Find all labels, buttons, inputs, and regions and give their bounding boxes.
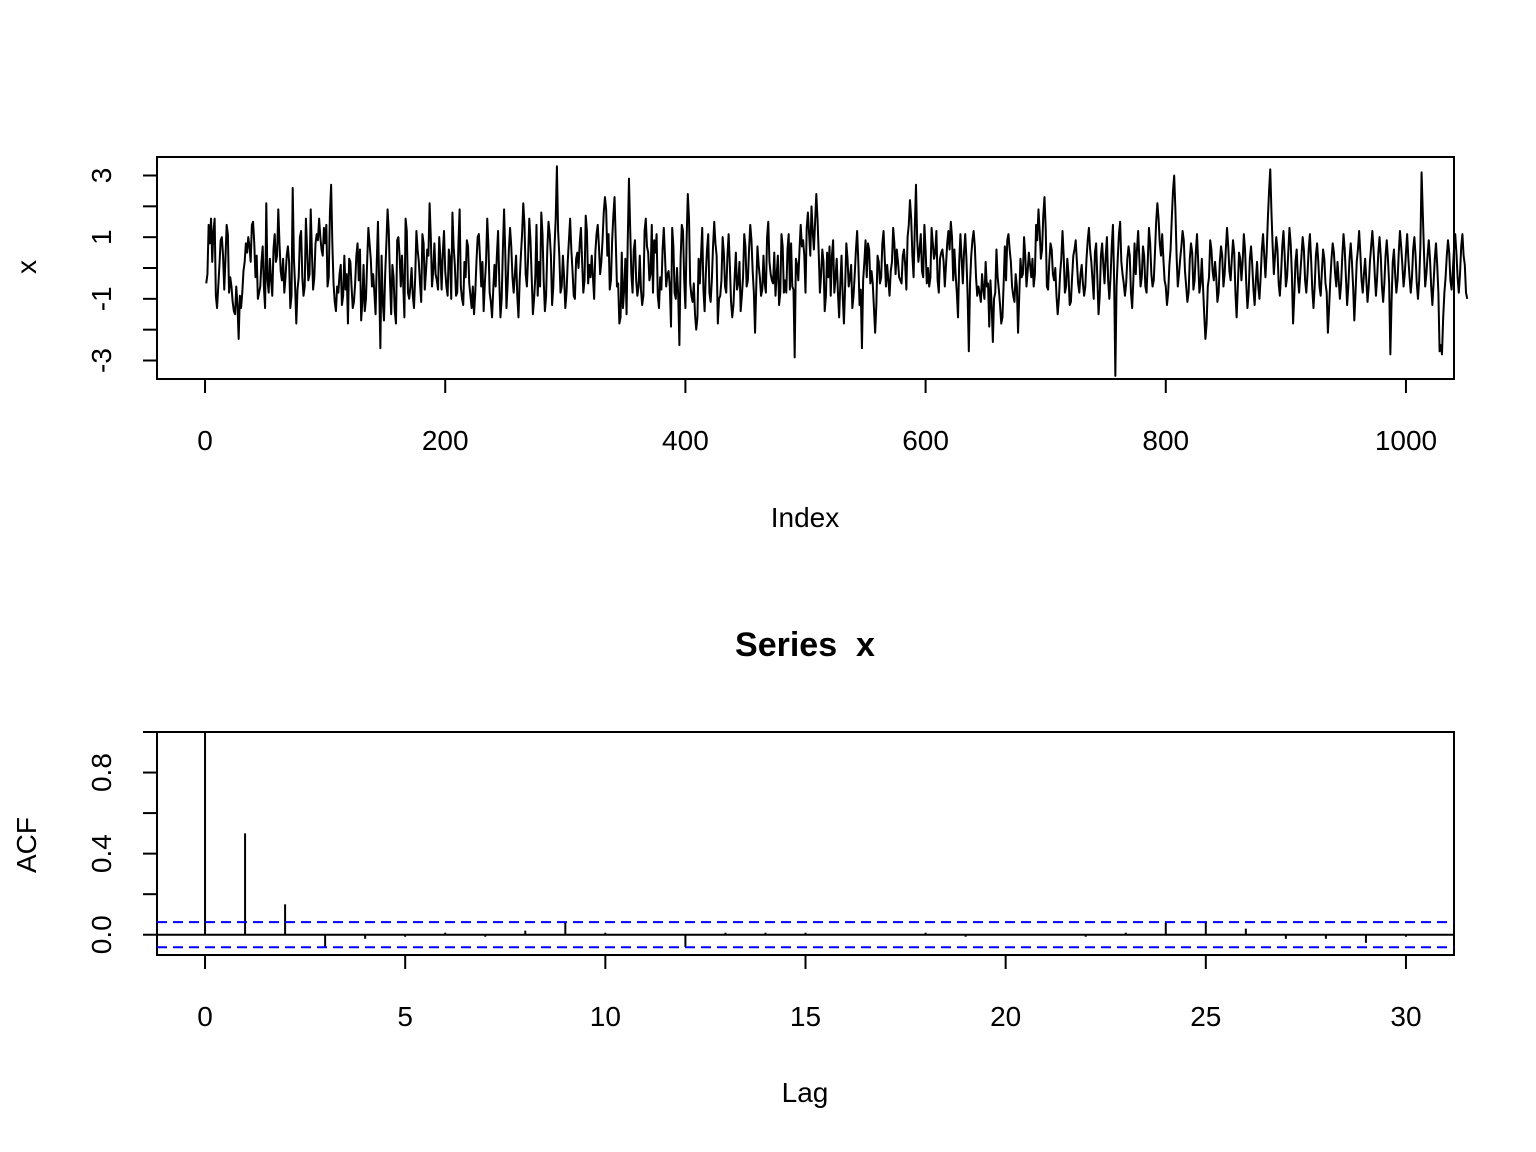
x-tick-label: 200 bbox=[422, 425, 469, 456]
x-tick-label: 10 bbox=[590, 1001, 621, 1032]
y-tick-label: 3 bbox=[86, 168, 117, 184]
y-tick-label: 0.8 bbox=[86, 753, 117, 792]
axis-ticks: 0 200 400 600 800 1000 -3 -1 1 3 bbox=[86, 168, 1437, 456]
x-tick-label: 400 bbox=[662, 425, 709, 456]
acf-plot: Series x 0 5 10 15 20 25 30 0.0 0.4 0.8 Lag ACF bbox=[11, 626, 1455, 1108]
x-tick-label: 5 bbox=[397, 1001, 413, 1032]
x-tick-label: 25 bbox=[1190, 1001, 1221, 1032]
x-tick-label: 20 bbox=[990, 1001, 1021, 1032]
y-tick-label: -3 bbox=[86, 348, 117, 373]
x-tick-label: 800 bbox=[1142, 425, 1189, 456]
series-line bbox=[205, 165, 1469, 377]
acf-bars bbox=[204, 732, 1407, 947]
x-tick-label: 600 bbox=[902, 425, 949, 456]
y-tick-label: 1 bbox=[86, 229, 117, 245]
y-tick-label: 0.0 bbox=[86, 915, 117, 954]
x-tick-label: 0 bbox=[197, 1001, 213, 1032]
time-series-plot: 0 200 400 600 800 1000 -3 -1 1 3 Index x bbox=[11, 156, 1469, 533]
x-tick-label: 30 bbox=[1390, 1001, 1421, 1032]
x-tick-label: 15 bbox=[790, 1001, 821, 1032]
axis-ticks: 0 5 10 15 20 25 30 0.0 0.4 0.8 bbox=[86, 731, 1422, 1032]
y-axis-label: ACF bbox=[11, 817, 42, 873]
y-axis-label: x bbox=[11, 260, 42, 274]
y-tick-label: 0.4 bbox=[86, 834, 117, 873]
chart-title: Series x bbox=[735, 626, 875, 664]
y-tick-label: -1 bbox=[86, 286, 117, 311]
x-tick-label: 1000 bbox=[1375, 425, 1437, 456]
x-tick-label: 0 bbox=[197, 425, 213, 456]
x-axis-label: Lag bbox=[782, 1077, 829, 1108]
x-axis-label: Index bbox=[771, 502, 840, 533]
